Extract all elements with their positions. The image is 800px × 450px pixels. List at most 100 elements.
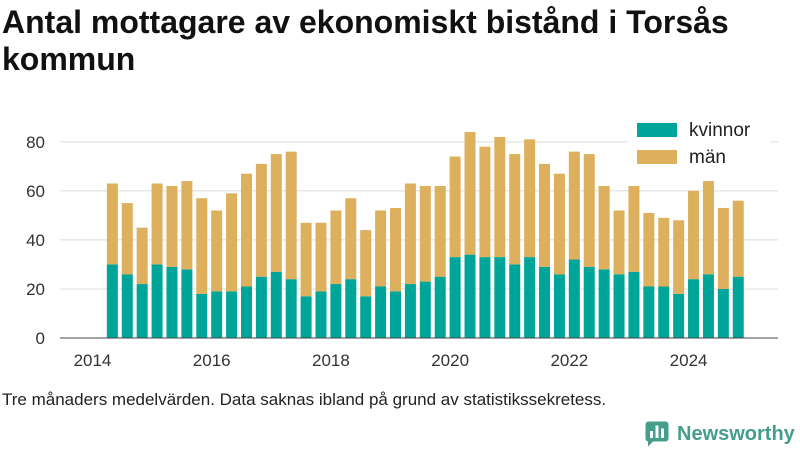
bar-man — [226, 193, 238, 292]
bar-man — [658, 217, 670, 287]
y-tick-label: 60 — [26, 182, 45, 201]
bar-man — [360, 230, 372, 297]
chart-footnote: Tre månaders medelvärden. Data saknas ib… — [2, 390, 607, 409]
bar-man — [673, 220, 685, 294]
bar-kvinnor — [375, 286, 387, 338]
bar-man — [285, 151, 297, 280]
bar-kvinnor — [300, 296, 312, 338]
bar-man — [568, 151, 580, 260]
bar-man — [613, 210, 625, 275]
bar-man — [598, 185, 610, 270]
bar-man — [166, 185, 178, 267]
bar-man — [553, 173, 565, 275]
bar-man — [688, 190, 700, 280]
bar-kvinnor — [270, 271, 282, 338]
bar-man — [345, 198, 357, 280]
bar-man — [196, 198, 208, 294]
bar-kvinnor — [211, 291, 223, 338]
bar-man — [106, 183, 118, 265]
bar-kvinnor — [315, 291, 327, 338]
bar-kvinnor — [166, 266, 178, 338]
bar-man — [509, 154, 521, 265]
bar-kvinnor — [240, 286, 252, 338]
bar-kvinnor — [717, 288, 729, 338]
legend-swatch-man — [637, 150, 677, 164]
bar-kvinnor — [330, 284, 342, 338]
bar-kvinnor — [121, 274, 133, 338]
bar-man — [211, 210, 223, 292]
bar-kvinnor — [285, 279, 297, 338]
bar-man — [434, 185, 446, 277]
bar-kvinnor — [658, 286, 670, 338]
bar-kvinnor — [136, 284, 148, 338]
bar-kvinnor — [404, 284, 416, 338]
legend-swatch-kvinnor — [637, 123, 677, 137]
x-tick-label: 2018 — [312, 351, 350, 370]
bar-kvinnor — [673, 293, 685, 338]
bar-kvinnor — [479, 257, 491, 338]
bar-man — [628, 185, 640, 272]
bar-man — [539, 163, 551, 267]
y-tick-label: 80 — [26, 133, 45, 152]
bar-kvinnor — [345, 279, 357, 338]
bar-man — [136, 227, 148, 285]
bar-kvinnor — [449, 257, 461, 338]
y-tick-label: 0 — [36, 329, 45, 348]
bar-kvinnor — [464, 254, 476, 338]
bar-kvinnor — [583, 266, 595, 338]
bar-kvinnor — [643, 286, 655, 338]
y-tick-label: 20 — [26, 280, 45, 299]
bar-kvinnor — [434, 276, 446, 338]
brand-name: Newsworthy — [677, 423, 795, 445]
bar-man — [494, 136, 506, 258]
x-tick-label: 2022 — [550, 351, 588, 370]
bar-kvinnor — [390, 291, 402, 338]
bar-kvinnor — [226, 291, 238, 338]
bar-man — [151, 183, 163, 265]
legend: kvinnor män — [628, 114, 770, 172]
x-tick-label: 2014 — [74, 351, 112, 370]
bar-man — [375, 210, 387, 287]
bar-man — [449, 156, 461, 258]
bar-man — [583, 154, 595, 267]
bar-kvinnor — [419, 281, 431, 338]
bar-man — [255, 163, 267, 277]
bar-kvinnor — [553, 274, 565, 338]
bar-man — [702, 181, 714, 275]
bar-man — [404, 183, 416, 285]
newsworthy-logo-icon — [645, 421, 669, 447]
bar-man — [524, 139, 536, 258]
brand-logo: Newsworthy — [645, 420, 795, 448]
bar-kvinnor — [196, 293, 208, 338]
bar-kvinnor — [702, 274, 714, 338]
x-tick-label: 2020 — [431, 351, 469, 370]
x-tick-label: 2016 — [193, 351, 231, 370]
bar-man — [315, 222, 327, 292]
bar-kvinnor — [181, 269, 193, 338]
bar-man — [717, 208, 729, 289]
bar-man — [121, 203, 133, 275]
bar-man — [464, 132, 476, 255]
bar-kvinnor — [509, 264, 521, 338]
bar-kvinnor — [255, 276, 267, 338]
bar-man — [732, 200, 744, 277]
bar-kvinnor — [360, 296, 372, 338]
bar-man — [181, 181, 193, 270]
bars — [106, 132, 744, 338]
bar-man — [300, 222, 312, 297]
bar-kvinnor — [598, 269, 610, 338]
legend-label-man: män — [689, 147, 726, 168]
bar-kvinnor — [494, 257, 506, 338]
bar-man — [419, 185, 431, 282]
bar-kvinnor — [106, 264, 118, 338]
bar-kvinnor — [732, 276, 744, 338]
bar-man — [330, 210, 342, 285]
bar-kvinnor — [628, 271, 640, 338]
legend-label-kvinnor: kvinnor — [689, 120, 751, 141]
x-tick-label: 2024 — [670, 351, 708, 370]
chart-title: Antal mottagare av ekonomiskt bistånd i … — [2, 4, 729, 77]
bar-kvinnor — [568, 259, 580, 338]
bar-kvinnor — [613, 274, 625, 338]
bar-man — [270, 154, 282, 272]
